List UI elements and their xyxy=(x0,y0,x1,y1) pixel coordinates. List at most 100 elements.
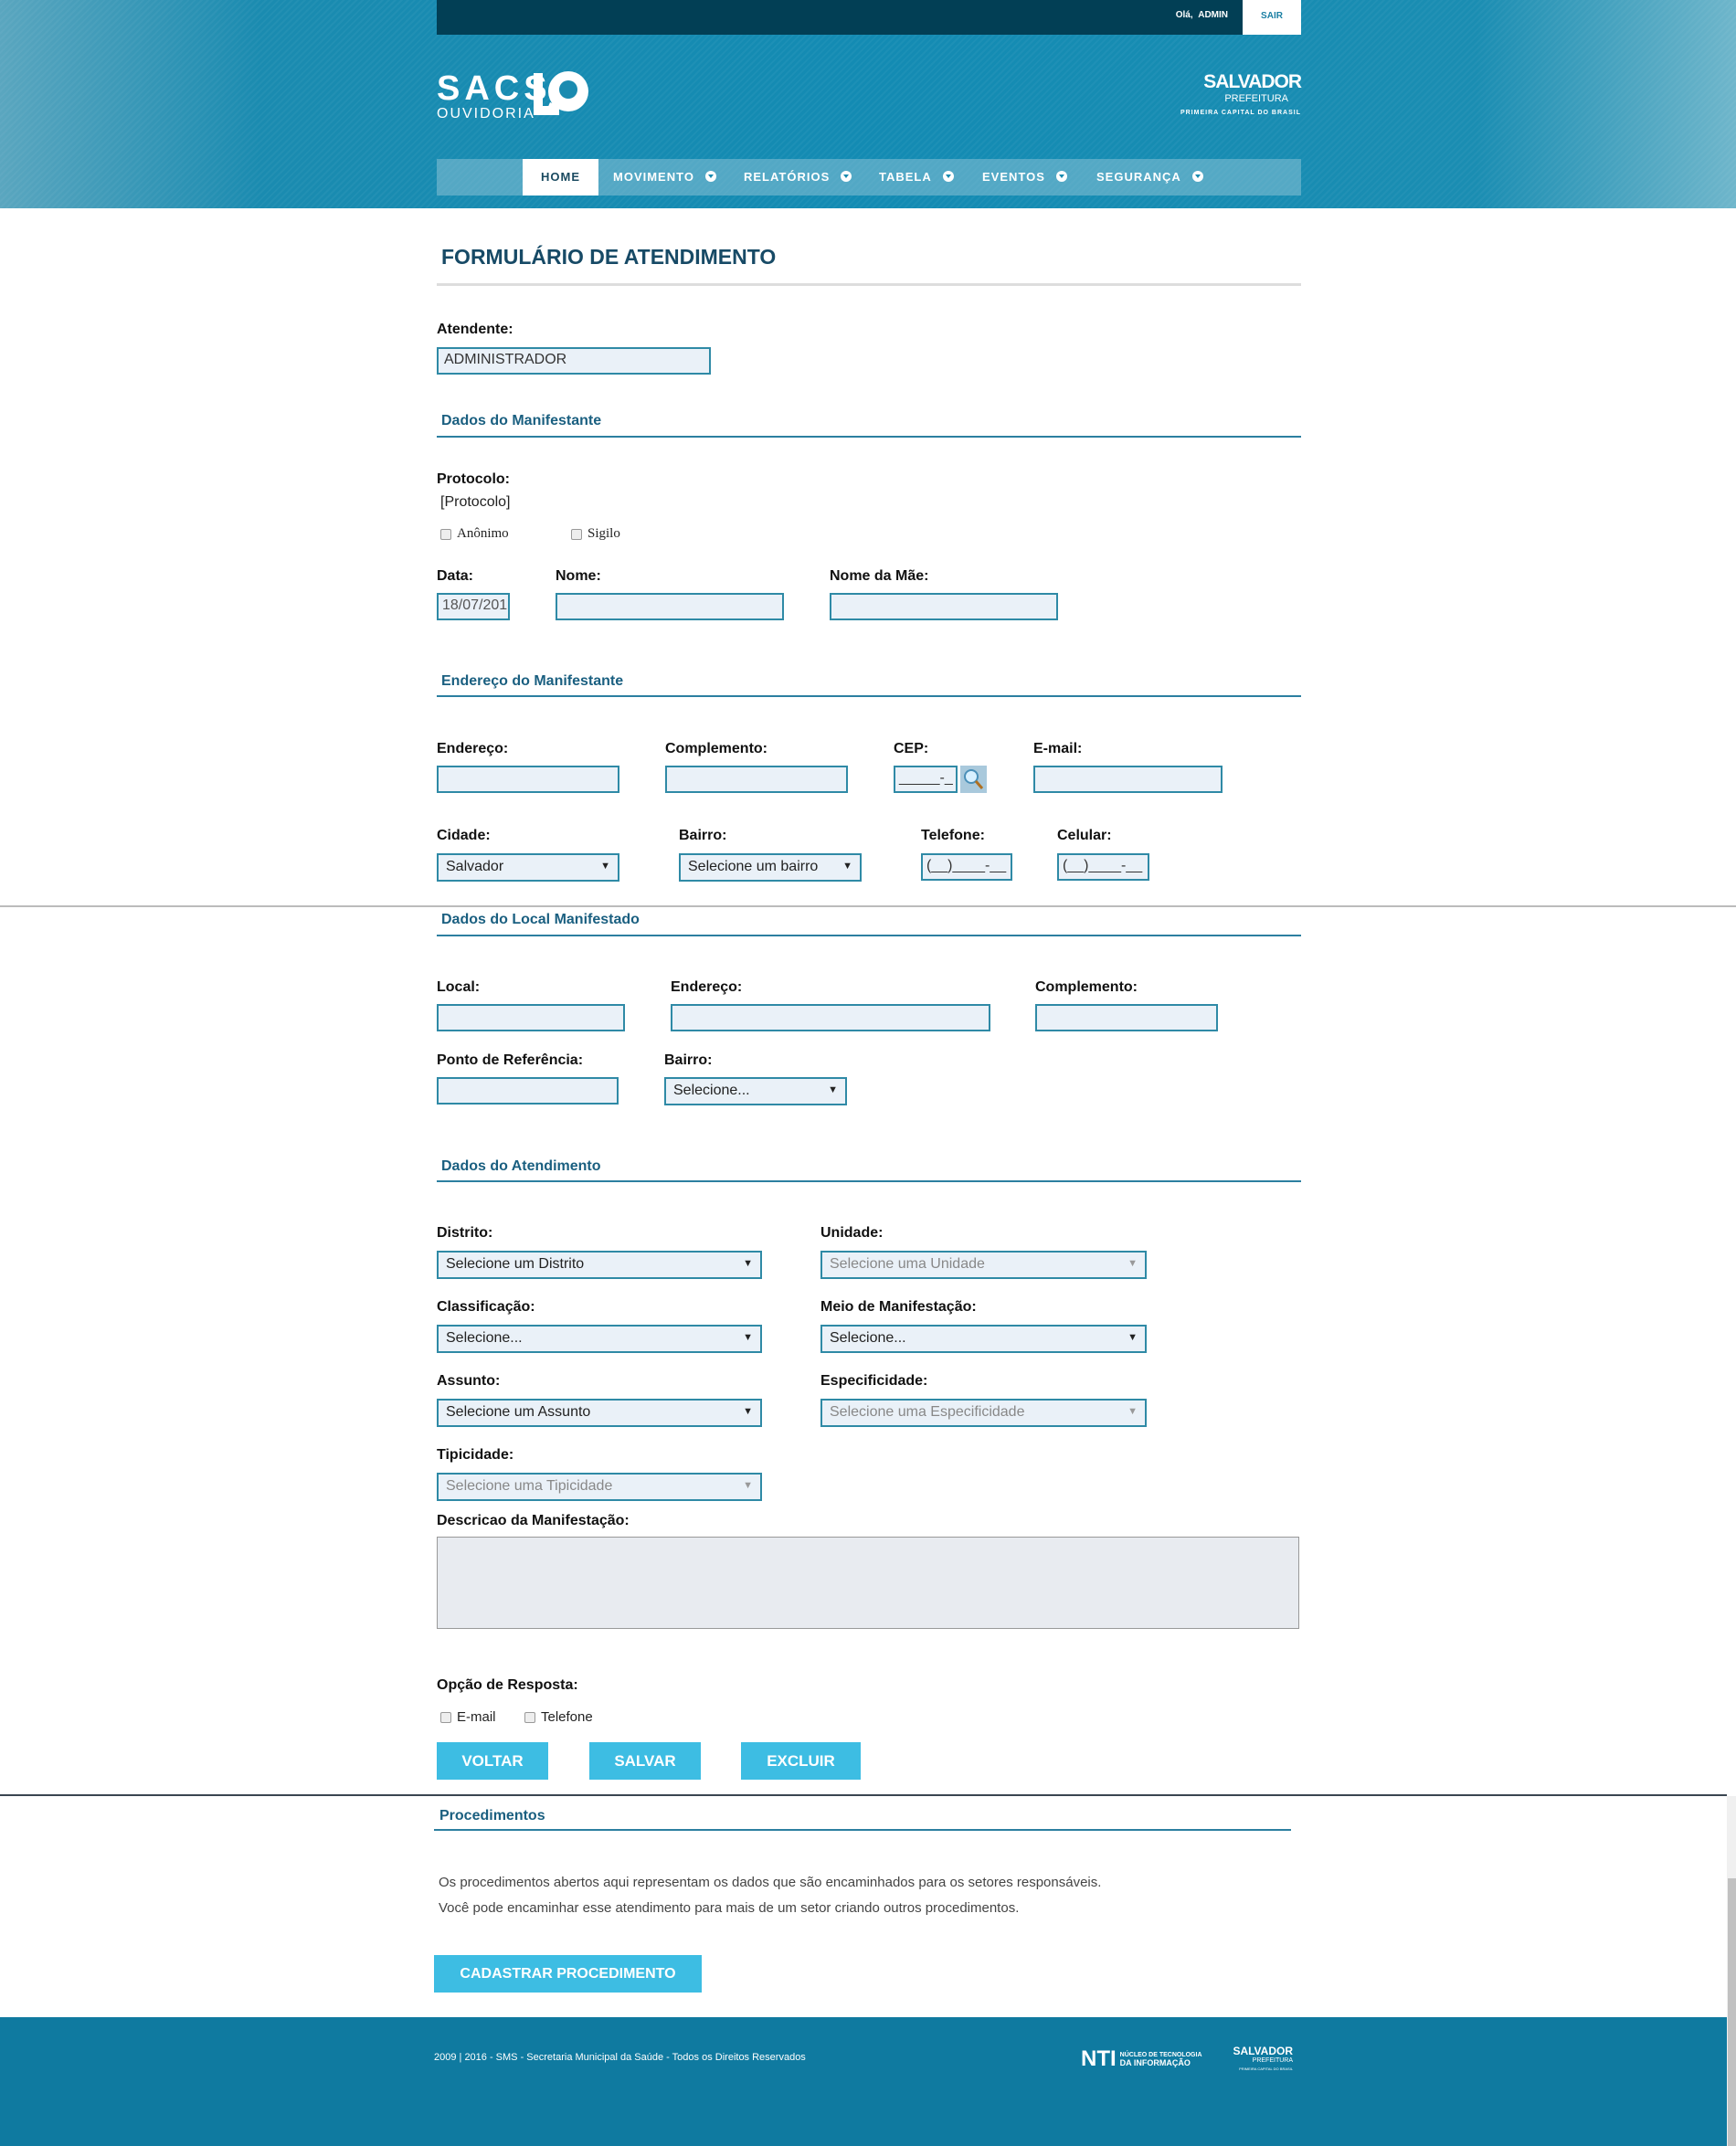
nti-line2: DA INFORMAÇÃO xyxy=(1119,2057,1191,2067)
greeting-text: Olá, xyxy=(1175,10,1193,20)
nav-movimento[interactable]: MOVIMENTO xyxy=(613,159,716,196)
nav-relatorios[interactable]: RELATÓRIOS xyxy=(744,159,852,196)
nav-eventos[interactable]: EVENTOS xyxy=(982,159,1067,196)
username: ADMIN xyxy=(1198,10,1228,20)
section-procedimentos: Procedimentos xyxy=(439,1808,545,1824)
scrollbar-thumb[interactable] xyxy=(1728,1878,1736,2146)
cadastrar-procedimento-button[interactable]: CADASTRAR PROCEDIMENTO xyxy=(434,1955,702,1993)
voltar-button[interactable]: VOLTAR xyxy=(437,1742,548,1780)
section-divider xyxy=(437,1180,1301,1182)
sacs-logo[interactable]: SACS OUVIDORIA xyxy=(437,71,552,122)
nti-logo: NTI NÚCLEO DE TECNOLOGIA DA INFORMAÇÃO xyxy=(1081,2046,1202,2072)
complemento-input[interactable] xyxy=(665,766,848,793)
title-divider xyxy=(437,283,1301,286)
nav-label: MOVIMENTO xyxy=(613,170,694,184)
assunto-select[interactable]: Selecione um Assunto ▼ xyxy=(437,1399,762,1427)
nav-tabela[interactable]: TABELA xyxy=(879,159,954,196)
celular-input[interactable]: (__)____-__ xyxy=(1057,853,1149,881)
celular-label: Celular: xyxy=(1057,828,1112,843)
city-tagline: PRIMEIRA CAPITAL DO BRASIL xyxy=(1239,2067,1293,2071)
city-name: SALVADOR xyxy=(1233,2045,1293,2057)
distrito-label: Distrito: xyxy=(437,1225,493,1241)
nav-label: EVENTOS xyxy=(982,170,1045,184)
local-bairro-label: Bairro: xyxy=(664,1052,713,1068)
cidade-label: Cidade: xyxy=(437,828,491,843)
telefone-option-label: Telefone xyxy=(541,1709,593,1725)
logout-button[interactable]: SAIR xyxy=(1243,0,1301,35)
section-local: Dados do Local Manifestado xyxy=(441,912,640,927)
section-divider xyxy=(437,436,1301,438)
nav-label: RELATÓRIOS xyxy=(744,170,831,184)
checkbox-box[interactable] xyxy=(524,1711,535,1723)
resposta-telefone-checkbox[interactable]: Telefone xyxy=(524,1709,593,1725)
endereco-input[interactable] xyxy=(437,766,619,793)
telefone-input[interactable]: (__)____-__ xyxy=(921,853,1012,881)
protocolo-label: Protocolo: xyxy=(437,471,510,487)
nti-mark: NTI xyxy=(1081,2046,1117,2071)
cep-input[interactable]: _____-_ xyxy=(894,766,958,793)
local-label: Local: xyxy=(437,979,481,995)
referencia-input[interactable] xyxy=(437,1077,619,1105)
unidade-select[interactable]: Selecione uma Unidade ▼ xyxy=(820,1251,1147,1279)
meio-select[interactable]: Selecione... ▼ xyxy=(820,1325,1147,1353)
tipicidade-label: Tipicidade: xyxy=(437,1447,514,1463)
especificidade-select[interactable]: Selecione uma Especificidade ▼ xyxy=(820,1399,1147,1427)
anonimo-label: Anônimo xyxy=(457,526,509,541)
dropdown-arrow-icon: ▼ xyxy=(600,861,610,872)
dropdown-arrow-icon: ▼ xyxy=(743,1258,753,1269)
sigilo-checkbox[interactable]: Sigilo xyxy=(571,526,620,542)
bairro-select[interactable]: Selecione um bairro ▼ xyxy=(679,853,862,882)
local-complemento-label: Complemento: xyxy=(1035,979,1138,995)
salvar-button[interactable]: SALVAR xyxy=(589,1742,701,1780)
atendente-input[interactable]: ADMINISTRADOR xyxy=(437,347,711,375)
city-sub: PREFEITURA xyxy=(1224,93,1288,104)
site-header: Olá, ADMIN SAIR SACS OUVIDORIA SALVADOR … xyxy=(0,0,1736,208)
cep-label: CEP: xyxy=(894,741,929,756)
section-divider xyxy=(434,1829,1291,1831)
complemento-label: Complemento: xyxy=(665,741,767,756)
nome-input[interactable] xyxy=(556,593,784,620)
chevron-down-icon xyxy=(704,171,716,182)
section-divider xyxy=(437,935,1301,936)
nav-home[interactable]: HOME xyxy=(523,159,598,196)
section-atendimento: Dados do Atendimento xyxy=(441,1158,601,1174)
scrollbar-track[interactable] xyxy=(1727,1796,1736,2146)
dropdown-arrow-icon: ▼ xyxy=(1127,1258,1138,1269)
nti-line1: NÚCLEO DE TECNOLOGIA xyxy=(1119,2051,1202,2058)
descricao-label: Descricao da Manifestação: xyxy=(437,1513,630,1528)
email-input[interactable] xyxy=(1033,766,1223,793)
nav-seguranca[interactable]: SEGURANÇA xyxy=(1096,159,1203,196)
excluir-button[interactable]: EXCLUIR xyxy=(741,1742,861,1780)
assunto-label: Assunto: xyxy=(437,1373,501,1389)
meio-label: Meio de Manifestação: xyxy=(820,1299,977,1315)
copyright-text: 2009 | 2016 - SMS - Secretaria Municipal… xyxy=(434,2052,806,2063)
protocolo-value: [Protocolo] xyxy=(440,494,511,510)
resposta-email-checkbox[interactable]: E-mail xyxy=(440,1709,496,1725)
cep-search-button[interactable] xyxy=(960,766,987,793)
cidade-select[interactable]: Salvador ▼ xyxy=(437,853,619,882)
mae-input[interactable] xyxy=(830,593,1058,620)
especificidade-label: Especificidade: xyxy=(820,1373,928,1389)
local-endereco-input[interactable] xyxy=(671,1004,990,1031)
section-manifestante: Dados do Manifestante xyxy=(441,413,602,428)
checkbox-box[interactable] xyxy=(440,528,451,540)
checkbox-box[interactable] xyxy=(440,1711,451,1723)
checkbox-box[interactable] xyxy=(571,528,582,540)
dropdown-arrow-icon: ▼ xyxy=(743,1332,753,1343)
local-endereco-label: Endereço: xyxy=(671,979,743,995)
local-bairro-select[interactable]: Selecione... ▼ xyxy=(664,1077,847,1105)
select-value: Salvador xyxy=(446,859,504,874)
search-icon xyxy=(964,769,984,789)
distrito-select[interactable]: Selecione um Distrito ▼ xyxy=(437,1251,762,1279)
local-complemento-input[interactable] xyxy=(1035,1004,1218,1031)
anonimo-checkbox[interactable]: Anônimo xyxy=(440,526,509,542)
data-input[interactable]: 18/07/201 xyxy=(437,593,510,620)
dropdown-arrow-icon: ▼ xyxy=(743,1406,753,1417)
descricao-textarea[interactable] xyxy=(437,1537,1299,1629)
tipicidade-select[interactable]: Selecione uma Tipicidade ▼ xyxy=(437,1473,762,1501)
classificacao-select[interactable]: Selecione... ▼ xyxy=(437,1325,762,1353)
logo-title: SACS xyxy=(437,69,552,108)
main-nav: HOME MOVIMENTO RELATÓRIOS TABELA EVENTOS… xyxy=(437,159,1301,196)
logo-subtitle: OUVIDORIA xyxy=(437,106,535,122)
local-input[interactable] xyxy=(437,1004,625,1031)
